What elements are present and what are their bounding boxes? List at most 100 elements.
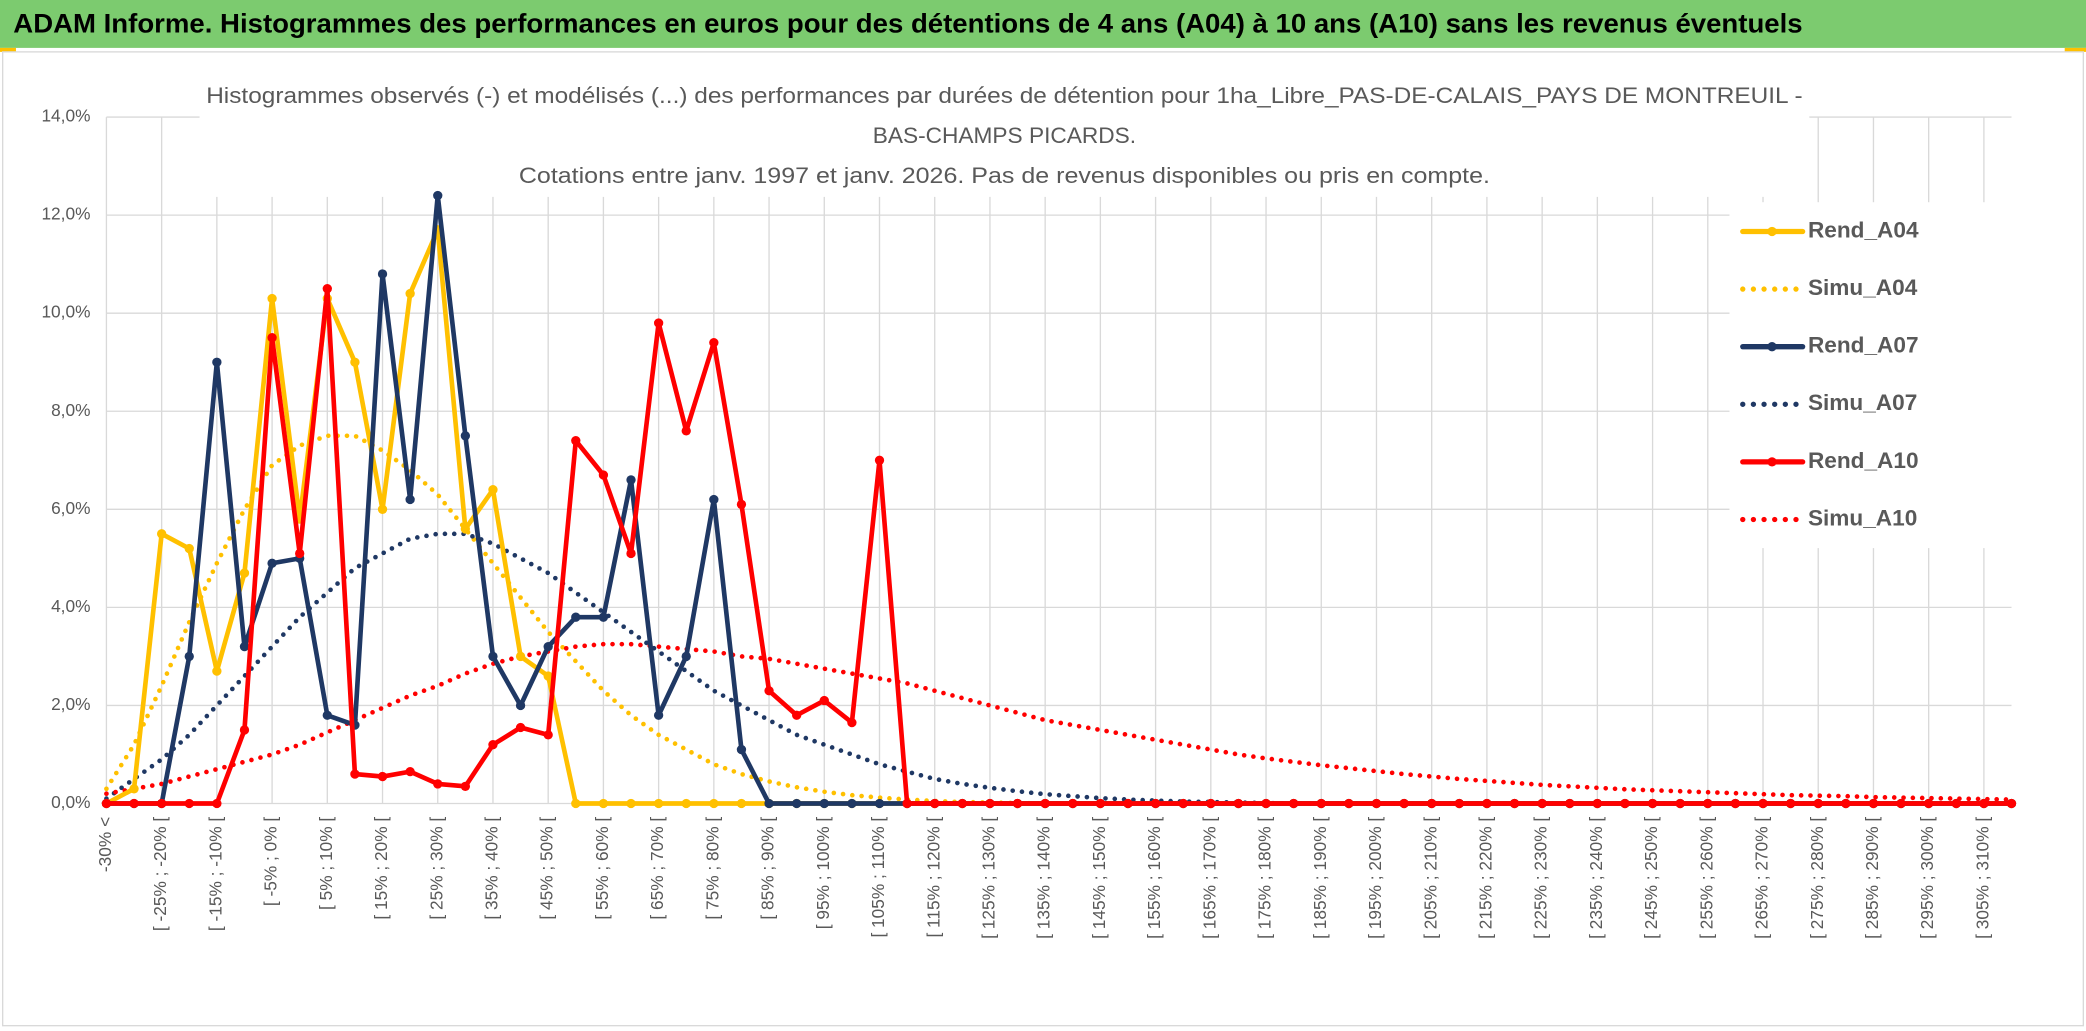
point: [1896, 798, 1906, 809]
point: [1482, 798, 1492, 809]
x-tick-label: [ 195% ; 200% [: [1365, 817, 1385, 939]
point: [571, 436, 581, 446]
point: [350, 357, 360, 367]
point: [681, 426, 691, 436]
x-tick-label: [ 145% ; 150% [: [1089, 817, 1109, 939]
point: [847, 798, 857, 809]
x-tick-label: -30% <: [95, 817, 115, 872]
y-tick-label: 0,0%: [51, 792, 90, 812]
chart-title: Cotations entre janv. 1997 et janv. 2026…: [519, 163, 1490, 188]
point: [184, 798, 194, 809]
point: [515, 651, 526, 662]
point: [377, 269, 388, 279]
point: [847, 717, 857, 728]
x-tick-label: [ 235% ; 240% [: [1586, 817, 1606, 939]
point: [460, 781, 471, 792]
point: [184, 651, 194, 662]
y-tick-label: 4,0%: [51, 596, 90, 616]
point: [1785, 798, 1796, 809]
y-tick-label: 6,0%: [51, 498, 90, 518]
point: [433, 190, 443, 201]
x-tick-label: [ 225% ; 230% [: [1531, 817, 1551, 939]
legend-background: [1729, 202, 2029, 549]
x-tick-label: [ 265% ; 270% [: [1752, 817, 1772, 939]
point: [681, 651, 691, 662]
point: [1565, 798, 1575, 809]
point: [1344, 798, 1354, 809]
point: [1592, 798, 1603, 809]
point: [1868, 798, 1879, 809]
point: [488, 740, 498, 750]
point: [764, 798, 774, 809]
point: [681, 798, 691, 809]
x-tick-label: [ 275% ; 280% [: [1807, 817, 1827, 939]
corner: [0, 47, 16, 52]
x-tick-label: [ 75% ; 80% [: [702, 817, 722, 920]
point: [295, 548, 305, 559]
point: [239, 568, 250, 578]
legend-marker: [1767, 226, 1777, 237]
x-tick-label: [ 15% ; 20% [: [371, 817, 391, 920]
legend-marker: [1767, 342, 1777, 352]
point: [709, 494, 719, 505]
point: [543, 641, 553, 652]
point: [1261, 798, 1271, 809]
x-tick-label: [ 215% ; 220% [: [1475, 817, 1495, 939]
point: [267, 333, 277, 343]
point: [985, 798, 995, 809]
point: [1730, 798, 1741, 809]
point: [792, 798, 802, 809]
point: [1537, 798, 1547, 809]
point: [764, 686, 774, 696]
point: [957, 798, 967, 809]
x-tick-label: [ 295% ; 300% [: [1917, 817, 1937, 939]
legend-marker: [1767, 457, 1777, 467]
point: [101, 798, 112, 809]
x-tick-label: [ 155% ; 160% [: [1144, 817, 1164, 939]
legend-label: Simu_A04: [1808, 275, 1918, 300]
x-tick-label: [ 115% ; 120% [: [923, 817, 943, 938]
point: [902, 798, 912, 809]
point: [736, 744, 747, 755]
legend-label: Rend_A07: [1808, 333, 1919, 358]
point: [1675, 798, 1685, 809]
point: [184, 543, 194, 554]
point: [1123, 798, 1133, 809]
x-tick-label: [ -15% ; -10% [: [205, 817, 225, 931]
point: [377, 771, 388, 782]
point: [377, 504, 388, 514]
x-tick-label: [ 45% ; 50% [: [537, 817, 557, 920]
x-tick-label: [ 85% ; 90% [: [758, 817, 778, 920]
page-title: ADAM Informe. Histogrammes des performan…: [13, 8, 1802, 38]
point: [653, 798, 664, 809]
point: [1813, 798, 1823, 809]
legend-label: Simu_A10: [1808, 505, 1917, 530]
point: [1951, 798, 1961, 809]
point: [156, 529, 167, 539]
point: [543, 671, 553, 681]
point: [488, 651, 498, 662]
point: [1620, 798, 1630, 809]
point: [156, 798, 167, 809]
point: [212, 798, 222, 809]
legend: Rend_A04 Simu_A04 Rend_A07 Simu_A07 Rend_A10…: [1740, 217, 1919, 530]
point: [239, 641, 250, 652]
point: [322, 710, 332, 720]
point: [874, 798, 885, 809]
point: [819, 798, 829, 809]
x-tick-label: [ 305% ; 310% [: [1972, 817, 1992, 939]
point: [1454, 798, 1464, 809]
point: [129, 784, 139, 794]
point: [129, 798, 139, 809]
y-tick-label: 12,0%: [41, 204, 90, 224]
x-tick-label: [ 165% ; 170% [: [1199, 817, 1219, 939]
grid: 0,0% 2,0% 4,0% 6,0% 8,0% 10,0% 12,0% 14,0% -30% …: [41, 106, 2012, 939]
legend-label: Rend_A10: [1808, 448, 1919, 473]
point: [571, 798, 581, 809]
legend-label: Simu_A07: [1808, 390, 1917, 415]
y-tick-label: 2,0%: [51, 694, 90, 714]
point: [874, 455, 885, 465]
point: [1012, 798, 1023, 809]
point: [1703, 798, 1713, 809]
